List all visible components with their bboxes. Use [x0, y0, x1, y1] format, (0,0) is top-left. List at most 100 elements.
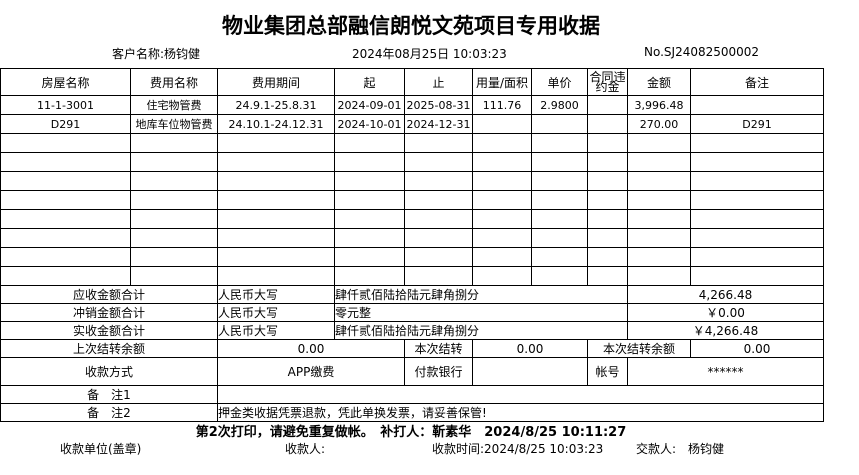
table-cell — [334, 152, 405, 172]
table-cell — [334, 190, 405, 210]
receipt-datetime: 2024年08月25日 10:03:23 — [352, 47, 507, 61]
table-cell — [334, 209, 405, 229]
remark2-row: 备 注2 押金类收据凭票退款，凭此单换发票，请妥善保管! — [0, 403, 824, 422]
table-cell — [130, 266, 218, 286]
payment-method: APP缴费 — [217, 357, 405, 386]
table-cell: 2024-09-01 — [334, 95, 405, 115]
table-cell — [0, 152, 131, 172]
table-cell — [690, 190, 824, 210]
table-cell — [587, 247, 628, 267]
table-cell — [217, 171, 335, 191]
table-cell — [334, 228, 405, 248]
this-carry-label: 本次结转 — [404, 339, 473, 358]
table-cell — [404, 190, 473, 210]
table-cell — [334, 266, 405, 286]
table-cell — [217, 247, 335, 267]
table-cell: 270.00 — [627, 114, 691, 134]
table-cell — [0, 171, 131, 191]
table-cell — [587, 133, 628, 153]
table-cell — [690, 152, 824, 172]
table-cell — [531, 209, 588, 229]
table-cell — [587, 114, 628, 134]
table-cell: 24.10.1-24.12.31 — [217, 114, 335, 134]
amount: 4,266.48 — [627, 285, 824, 304]
table-cell — [587, 95, 628, 115]
table-row — [0, 190, 824, 210]
payment-method-label: 收款方式 — [0, 357, 218, 386]
table-cell — [627, 209, 691, 229]
table-cell — [0, 133, 131, 153]
table-cell — [472, 133, 532, 153]
account-label: 帐号 — [587, 357, 628, 386]
column-header: 备注 — [690, 68, 824, 96]
remark1-value — [217, 385, 824, 404]
table-cell — [531, 228, 588, 248]
table-cell — [472, 228, 532, 248]
table-cell — [531, 152, 588, 172]
table-cell — [531, 133, 588, 153]
table-cell — [0, 190, 131, 210]
table-cell — [217, 190, 335, 210]
summary-row-receivable: 应收金额合计 人民币大写 肆仟贰佰陆拾陆元肆角捌分 4,266.48 — [0, 285, 824, 304]
table-cell — [0, 228, 131, 248]
this-carry: 0.00 — [472, 339, 588, 358]
table-row: D291 地库车位物管费 24.10.1-24.12.31 2024-10-01 202… — [0, 114, 824, 134]
table-cell — [587, 228, 628, 248]
account: ****** — [627, 357, 824, 386]
summary-label: 应收金额合计 — [0, 285, 218, 304]
table-cell: 住宅物管费 — [130, 95, 218, 115]
table-cell — [472, 266, 532, 286]
rmb-label: 人民币大写 — [217, 285, 335, 304]
table-row — [0, 209, 824, 229]
bank — [472, 357, 588, 386]
customer-name: 客户名称:杨钧健 — [112, 47, 201, 61]
table-cell — [130, 133, 218, 153]
table-cell — [217, 266, 335, 286]
table-cell: 3,996.48 — [627, 95, 691, 115]
table-cell — [531, 114, 588, 134]
column-header: 金额 — [627, 68, 691, 96]
table-cell: 2024-12-31 — [404, 114, 473, 134]
table-row — [0, 171, 824, 191]
table-cell — [627, 228, 691, 248]
balance-label: 本次结转余额 — [587, 339, 691, 358]
table-cell — [472, 190, 532, 210]
table-cell — [0, 266, 131, 286]
table-row — [0, 266, 824, 286]
table-cell — [130, 247, 218, 267]
amount-words: 肆仟贰佰陆拾陆元肆角捌分 — [334, 321, 628, 340]
table-cell — [404, 228, 473, 248]
reprint-notice: 第2次打印，请避免重复做帐。 补打人：靳素华 2024/8/25 10:11:2… — [195, 425, 627, 440]
table-cell — [587, 152, 628, 172]
table-cell — [404, 133, 473, 153]
table-cell: 2.9800 — [531, 95, 588, 115]
amount: ￥4,266.48 — [627, 321, 824, 340]
summary-row-offset: 冲销金额合计 人民币大写 零元整 ￥0.00 — [0, 303, 824, 322]
table-cell — [690, 133, 824, 153]
receipt-title: 物业集团总部融信朗悦文苑项目专用收据 — [222, 13, 600, 38]
table-cell — [404, 152, 473, 172]
table-cell — [334, 247, 405, 267]
amount-words: 肆仟贰佰陆拾陆元肆角捌分 — [334, 285, 628, 304]
column-header: 起 — [334, 68, 405, 96]
remark2-value: 押金类收据凭票退款，凭此单换发票，请妥善保管! — [217, 403, 824, 422]
table-cell — [472, 152, 532, 172]
table-cell: 2025-08-31 — [404, 95, 473, 115]
table-row — [0, 133, 824, 153]
table-cell — [627, 190, 691, 210]
receiver: 收款人: — [285, 442, 326, 456]
table-cell — [627, 266, 691, 286]
column-header: 费用期间 — [217, 68, 335, 96]
column-header: 单价 — [531, 68, 588, 96]
prev-balance-label: 上次结转余额 — [0, 339, 218, 358]
table-cell — [472, 171, 532, 191]
table-cell — [130, 152, 218, 172]
table-cell: 24.9.1-25.8.31 — [217, 95, 335, 115]
table-cell — [627, 171, 691, 191]
table-cell — [531, 266, 588, 286]
table-cell — [404, 266, 473, 286]
table-row — [0, 247, 824, 267]
column-header: 费用名称 — [130, 68, 218, 96]
table-cell — [334, 171, 405, 191]
table-cell — [472, 209, 532, 229]
